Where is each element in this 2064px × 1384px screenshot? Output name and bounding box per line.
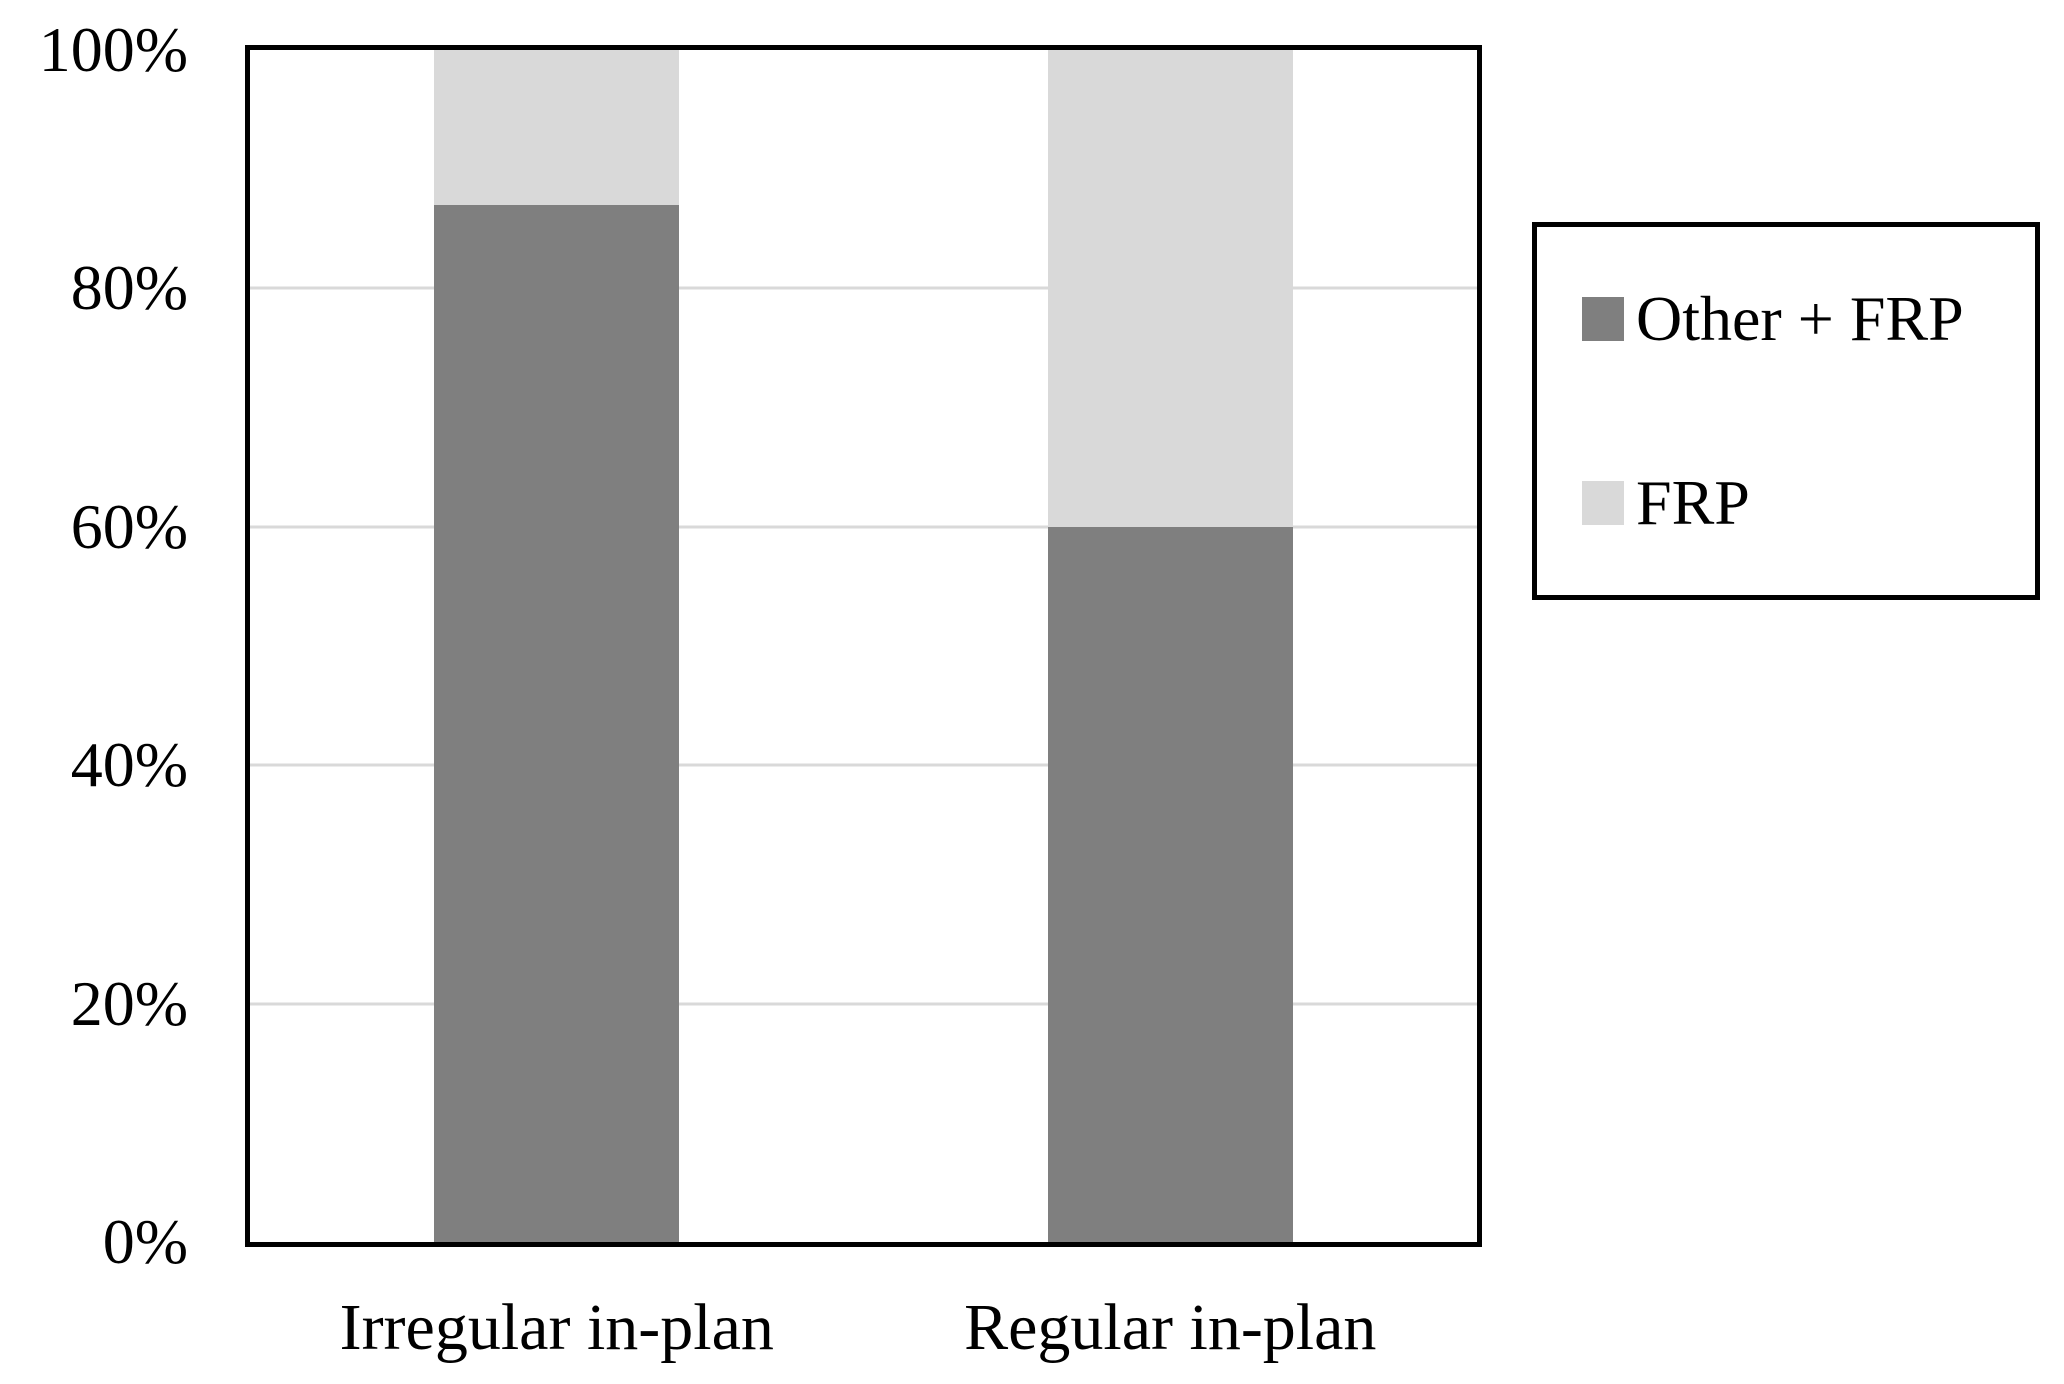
gridline <box>250 525 1477 529</box>
legend-label-other-frp: Other + FRP <box>1636 283 1964 354</box>
bar-segment-other-frp <box>1047 526 1293 1242</box>
legend: Other + FRP FRP <box>1532 222 2040 600</box>
y-axis-tick-labels: 0% 20% 40% 60% 80% 100% <box>0 18 188 1274</box>
legend-swatch-frp <box>1582 481 1624 525</box>
gridlines <box>250 50 1477 1242</box>
x-axis-category-label: Irregular in-plan <box>339 1291 774 1364</box>
y-axis-tick-label: 0% <box>102 1206 188 1277</box>
gridline <box>250 763 1477 767</box>
bars <box>250 50 1477 1242</box>
bar-segment-frp <box>434 50 680 205</box>
y-axis-tick-label: 60% <box>70 490 188 562</box>
plot-area <box>245 45 1482 1247</box>
legend-item-frp: FRP <box>1582 471 2035 535</box>
gridline <box>250 286 1477 290</box>
y-axis-tick-label: 40% <box>70 729 188 801</box>
x-axis-labels: Irregular in-plan Regular in-plan <box>250 1288 1477 1380</box>
x-axis-category-label: Regular in-plan <box>964 1291 1377 1364</box>
bar-irregular-in-plan <box>434 50 680 1242</box>
y-axis-tick-label: 20% <box>70 967 188 1039</box>
legend-item-other-frp: Other + FRP <box>1582 287 2035 351</box>
bar-segment-frp <box>1047 50 1293 527</box>
bar-regular-in-plan <box>1047 50 1293 1242</box>
legend-swatch-other-frp <box>1582 297 1624 341</box>
y-axis-tick-label: 80% <box>70 252 188 324</box>
bar-segment-other-frp <box>434 204 680 1242</box>
y-axis-tick-label: 100% <box>38 14 188 85</box>
legend-label-frp: FRP <box>1636 467 1750 538</box>
gridline <box>250 1002 1477 1006</box>
